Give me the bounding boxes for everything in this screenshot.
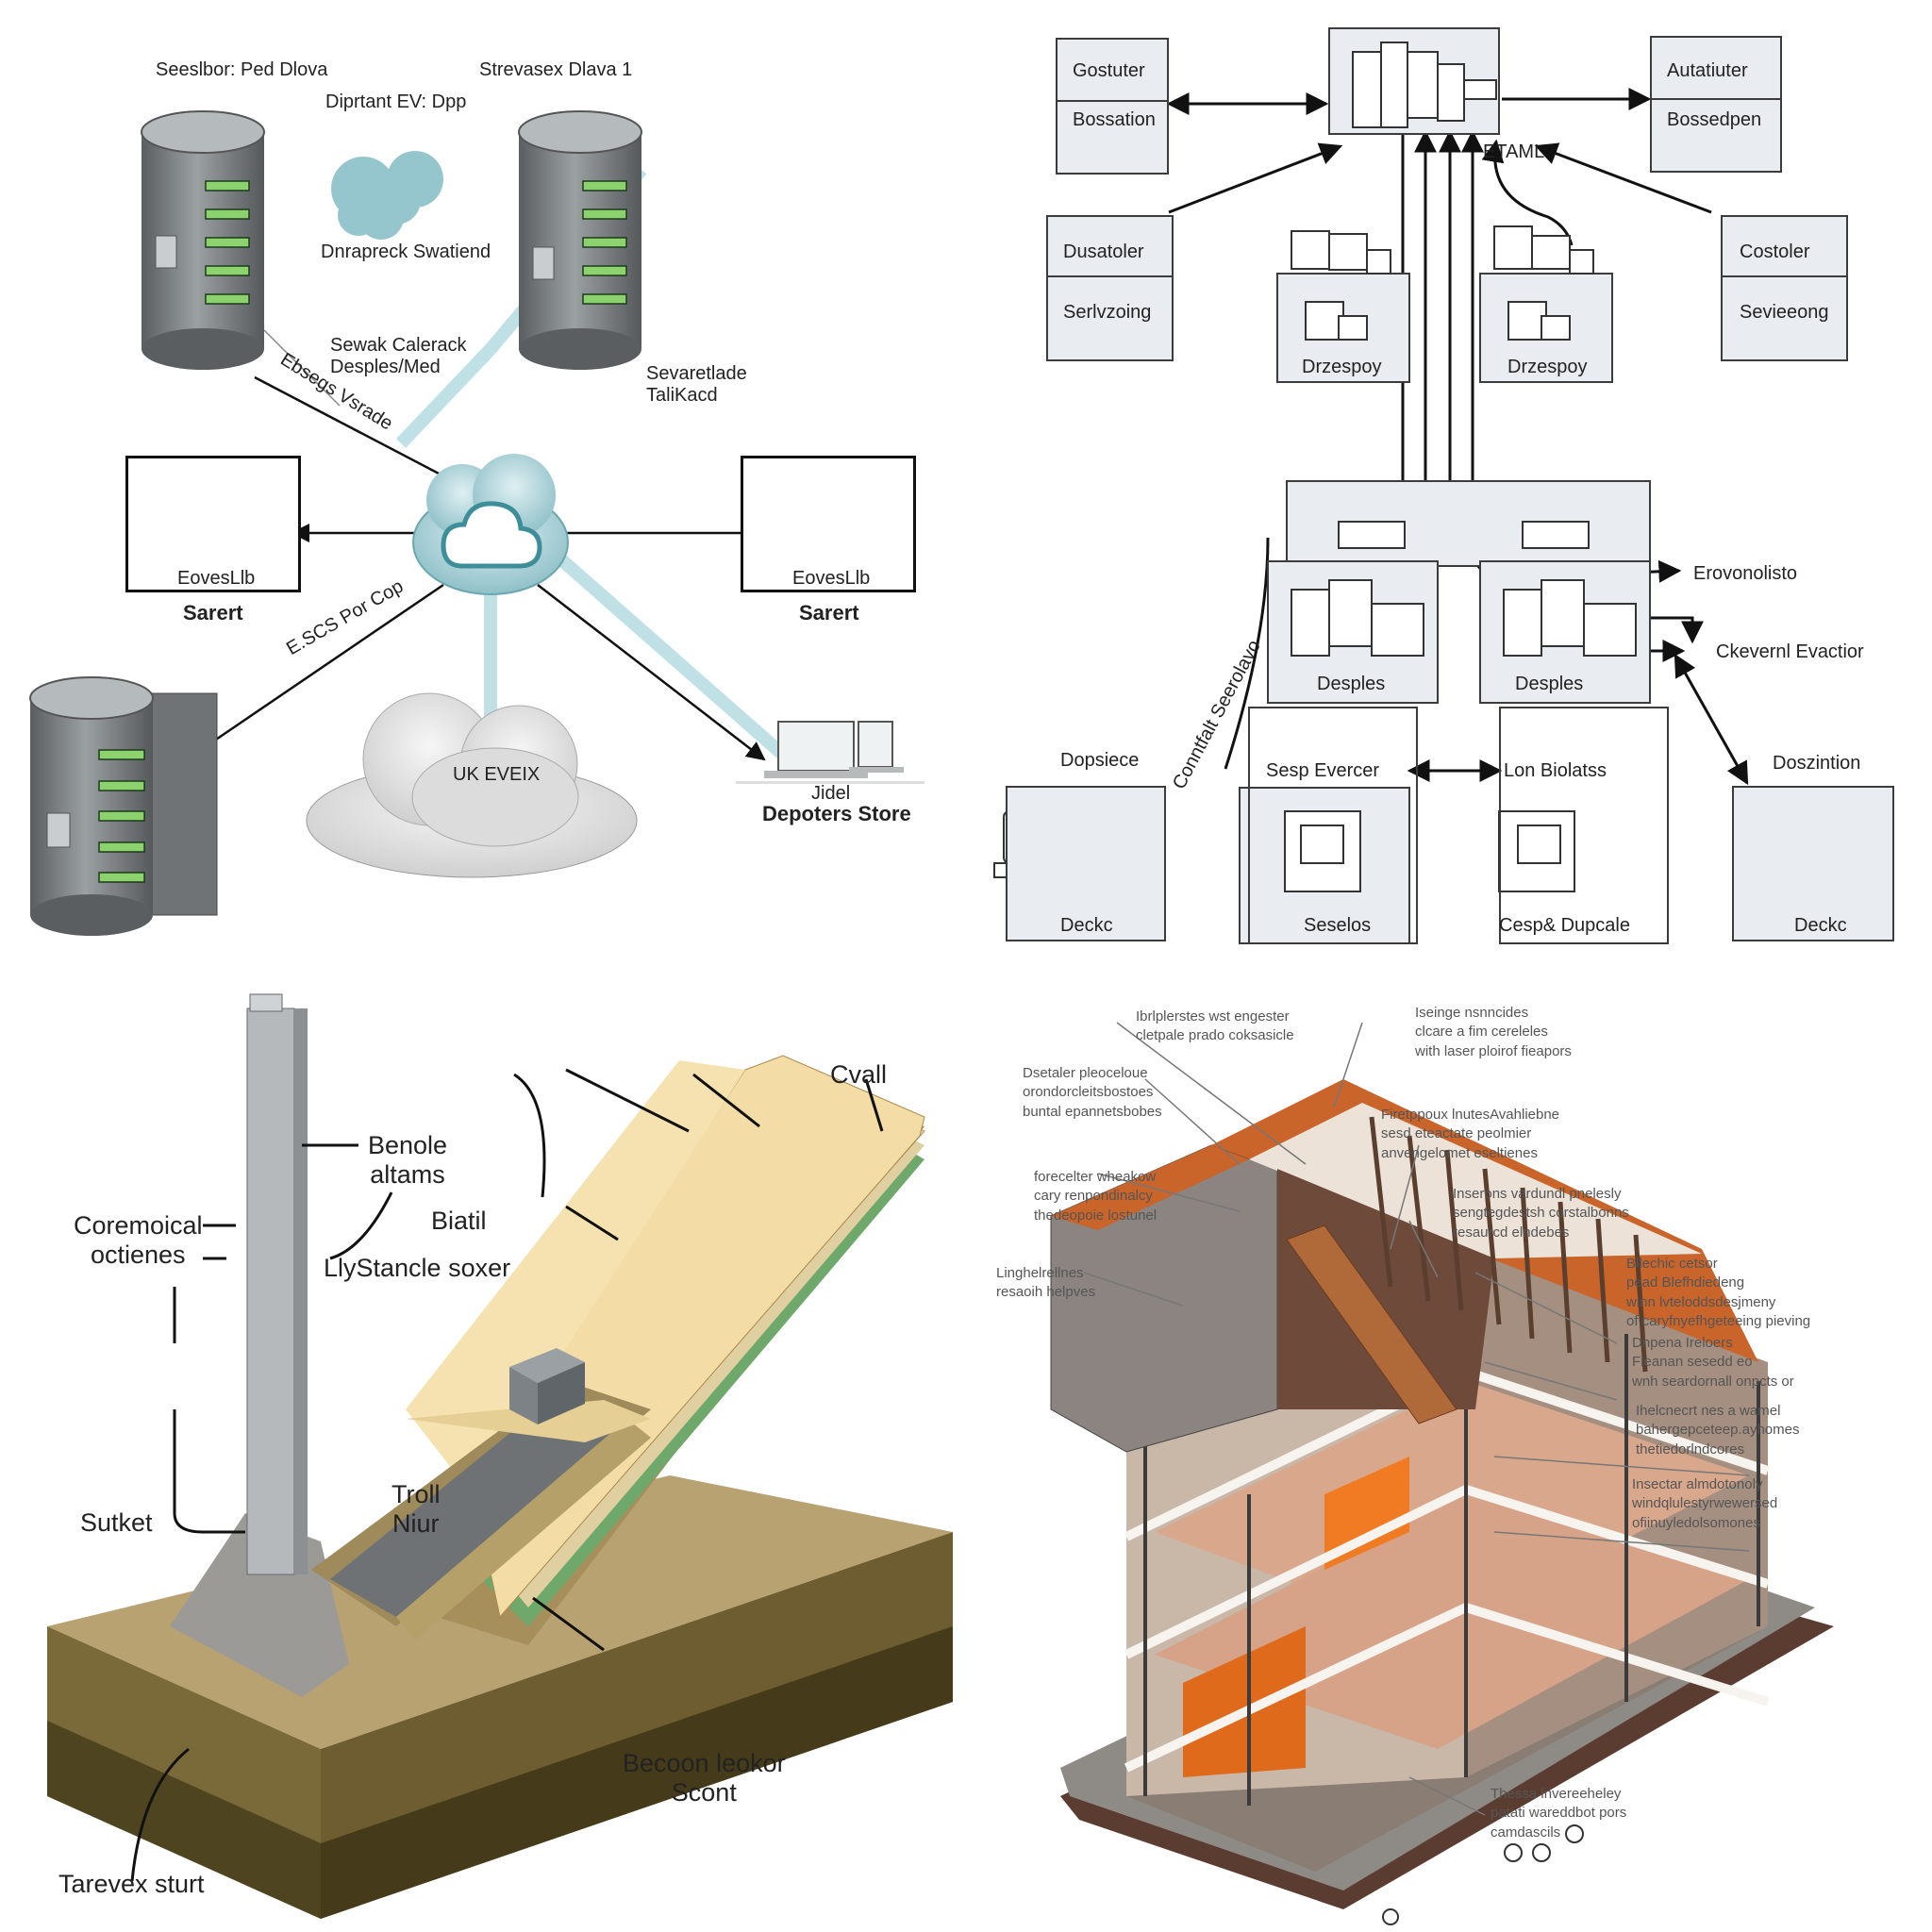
node-caption: Desples xyxy=(1515,674,1584,694)
node-divider xyxy=(1723,275,1846,277)
leader-lines xyxy=(130,1068,884,1882)
storage-cloud-icon xyxy=(306,692,638,878)
flow-node-box xyxy=(1732,786,1894,941)
layer-label: Becoon leokor Scont xyxy=(623,1749,786,1807)
node-row-label: Serlvzoing xyxy=(1063,302,1152,323)
geology-panel: Cvall Benole altams Biatil LlyStancle so… xyxy=(0,966,966,1932)
client-frame xyxy=(741,456,916,592)
server-rack-icon xyxy=(1352,42,1497,128)
flowchart-graphics xyxy=(993,27,1887,944)
annotation-leaders xyxy=(1083,1022,1750,1816)
layer-label: LlyStancle soxer xyxy=(324,1254,511,1282)
building-graphics xyxy=(1050,1022,1834,1925)
rafters xyxy=(1369,1116,1648,1373)
equipment-icon xyxy=(1291,225,1594,341)
node-row-label: Sevieeong xyxy=(1740,302,1829,323)
network-label: Diprtant EV: Dpp xyxy=(325,92,467,112)
server-stack-icon xyxy=(29,676,218,936)
client-title: Sarert xyxy=(799,601,859,625)
node-caption: Cesp& Dupcale xyxy=(1499,915,1630,936)
layer-label: Benole altams xyxy=(368,1131,448,1190)
node-caption: Drzespoy xyxy=(1302,357,1382,377)
cloud-hub-icon xyxy=(412,454,569,595)
network-diagram-panel: Seeslbor: Ped Dlova Diprtant EV: Dpp Str… xyxy=(0,0,966,966)
server-icon xyxy=(518,110,642,370)
server-label: Strevasex Dlava 1 xyxy=(479,59,633,80)
annotation-note: forecelter wheakow cary renpondinalcy th… xyxy=(1034,1169,1158,1224)
node-row-label: Bossedpen xyxy=(1667,109,1762,130)
layer-label: Sutket xyxy=(80,1508,153,1537)
monitor-icon xyxy=(1284,810,1575,892)
node-caption: Drzespoy xyxy=(1507,357,1588,377)
annotation-note: Dsetaler pleoceloue orondorcleitsbostoes… xyxy=(1023,1065,1162,1120)
platform xyxy=(311,1381,651,1641)
annotation-note: Ibrlplerstes wst engester cletpale prado… xyxy=(1136,1008,1294,1044)
node-divider xyxy=(1048,275,1172,277)
pin-markers xyxy=(1382,1824,1584,1925)
link-label: Sewak Calerack Desples/Med xyxy=(330,335,467,377)
annotation-note: Firetppoux lnutesAvahliebne sesd eteacta… xyxy=(1381,1107,1560,1161)
flow-label: ETAML xyxy=(1483,142,1545,162)
node-divider xyxy=(1058,100,1167,102)
node-title: Sesp Evercer xyxy=(1266,760,1380,781)
node-row-label: Autatiuter xyxy=(1667,60,1748,81)
layer-label: Troll Niur xyxy=(391,1480,441,1539)
connection-lines xyxy=(207,329,775,761)
flow-node-box: Dusatoler Serlvzoing xyxy=(1046,215,1174,361)
laptop-title: Depoters Store xyxy=(762,802,911,825)
layer-label: Tarevex sturt xyxy=(58,1870,205,1898)
node-title: Doszintion xyxy=(1773,753,1861,774)
layer-label: Biatil xyxy=(431,1207,487,1235)
annotation-note: Ihelcnecrt nes a wamel bahergepceteep.ay… xyxy=(1636,1403,1800,1457)
small-block xyxy=(509,1348,585,1424)
client-caption: EovesLlb xyxy=(177,568,256,589)
node-row-label: Dusatoler xyxy=(1063,242,1144,262)
building-panel: Ibrlplerstes wst engester cletpale prado… xyxy=(966,966,1932,1932)
flow-arrows xyxy=(1166,88,1749,786)
client-caption: EovesLlb xyxy=(792,568,871,589)
client-frame xyxy=(125,456,301,592)
annotation-note: Inserons vardundl pnelesly sengtegdestsh… xyxy=(1453,1186,1629,1241)
flow-label: Ckevernl Evactior xyxy=(1716,641,1864,662)
node-row-label: Bossation xyxy=(1073,109,1156,130)
laptop-caption: Jidel xyxy=(811,783,851,804)
network-diagram-graphics xyxy=(29,110,924,936)
annotation-note: Bllechic cetsor pead Blefhdiedeng winn l… xyxy=(1626,1256,1811,1329)
server-label: Seeslbor: Ped Dlova xyxy=(156,59,328,80)
layer-label: Coremoical octienes xyxy=(74,1211,203,1270)
staircase xyxy=(1286,1224,1457,1424)
flow-node-box: Autatiuter Bossedpen xyxy=(1650,36,1782,173)
device-cluster-icon xyxy=(1291,521,1637,657)
node-title: Dopsiece xyxy=(1060,750,1140,771)
roof xyxy=(1050,1079,1758,1453)
node-row-label: Costoler xyxy=(1740,242,1810,262)
cloud-label: Dnrapreck Swatiend xyxy=(321,242,491,262)
flow-node-box: Costoler Sevieeong xyxy=(1721,215,1848,361)
annotation-note: Linghelrellnes resaoih helpves xyxy=(996,1265,1096,1301)
node-divider xyxy=(1652,98,1780,100)
node-caption: Deckc xyxy=(1060,915,1113,936)
annotation-note: Thessa lnvereeheley patati wareddbot por… xyxy=(1491,1786,1627,1840)
laptop-icon xyxy=(736,721,924,784)
cloud-icon xyxy=(331,151,443,240)
flow-label: Erovonolisto xyxy=(1693,563,1798,584)
node-caption: Deckc xyxy=(1794,915,1847,936)
flow-node-box xyxy=(1006,786,1166,941)
flowchart-panel: Gostuter Bossation Autatiuter Bossedpen … xyxy=(966,0,1932,966)
storage-cloud-label: UK EVEIX xyxy=(453,764,541,785)
annotation-note: Dnpena Ireloers Fleanan sesedd eo wnh se… xyxy=(1632,1335,1794,1390)
annotation-note: Iseinge nsnncides clcare a fim cereleles… xyxy=(1415,1005,1572,1059)
node-caption: Seselos xyxy=(1304,915,1372,936)
geology-graphics xyxy=(47,993,953,1919)
flow-node-box: Gostuter Bossation xyxy=(1056,38,1169,175)
client-title: Sarert xyxy=(183,601,243,625)
pillar xyxy=(246,993,308,1575)
layer-label: Cvall xyxy=(830,1060,888,1089)
link-label: Sevaretlade TaliKacd xyxy=(646,363,747,406)
node-row-label: Gostuter xyxy=(1073,60,1145,81)
annotation-note: Insectar almdotonoly windqlulestyrwewers… xyxy=(1632,1476,1778,1531)
server-icon xyxy=(141,110,265,370)
node-caption: Desples xyxy=(1317,674,1386,694)
node-title: Lon Biolatss xyxy=(1504,760,1607,781)
